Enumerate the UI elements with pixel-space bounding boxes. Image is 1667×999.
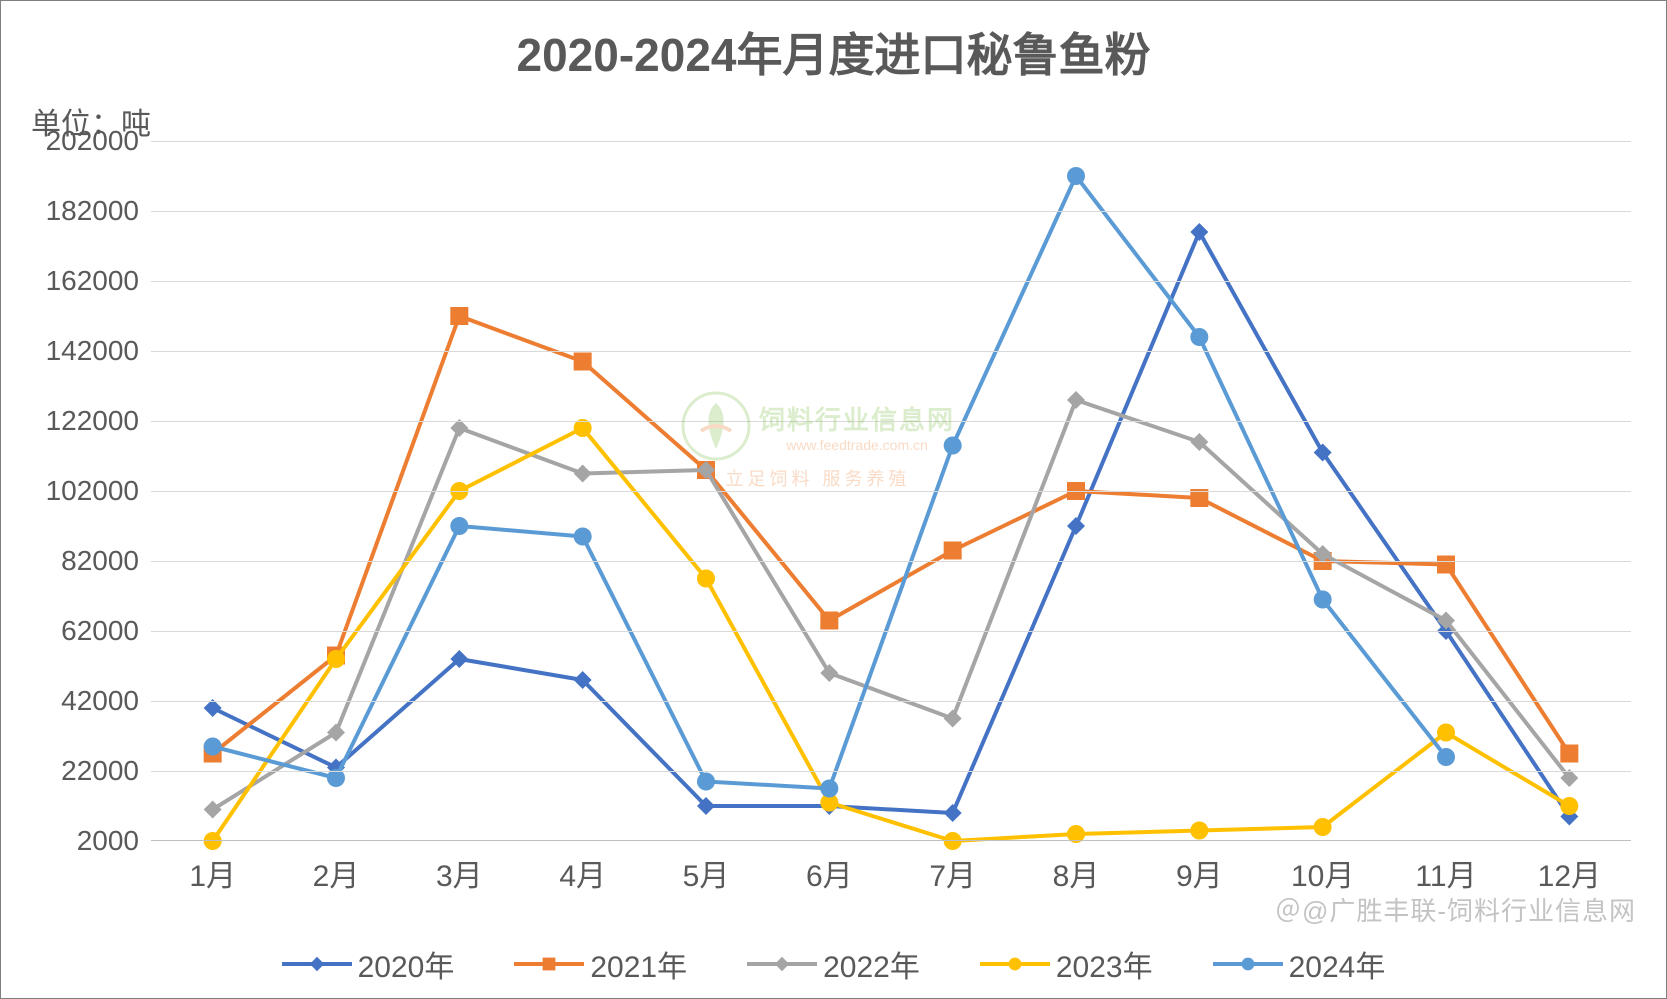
x-tick-label: 2月 <box>313 841 360 895</box>
y-tick-label: 62000 <box>61 615 151 647</box>
gridline <box>151 631 1631 632</box>
y-tick-label: 42000 <box>61 685 151 717</box>
series-marker <box>1190 822 1208 840</box>
series-marker <box>1437 724 1455 742</box>
x-tick-label: 1月 <box>189 841 236 895</box>
y-tick-label: 2000 <box>77 825 151 857</box>
series-marker <box>1560 745 1578 763</box>
legend-label: 2023年 <box>1056 942 1153 986</box>
series-marker <box>574 465 592 483</box>
x-tick-label: 3月 <box>436 841 483 895</box>
x-tick-label: 11月 <box>1415 841 1476 895</box>
legend-item: 2020年 <box>282 942 455 986</box>
legend-marker-icon <box>1007 956 1023 972</box>
y-tick-label: 202000 <box>46 125 151 157</box>
x-tick-label: 6月 <box>806 841 853 895</box>
gridline <box>151 771 1631 772</box>
gridline <box>151 491 1631 492</box>
series-marker <box>450 307 468 325</box>
series-marker <box>1190 328 1208 346</box>
legend-item: 2024年 <box>1213 942 1386 986</box>
x-tick-label: 10月 <box>1291 841 1354 895</box>
series-marker <box>944 804 962 822</box>
legend-swatch <box>282 962 352 966</box>
y-tick-label: 102000 <box>46 475 151 507</box>
legend-marker-icon <box>1240 956 1256 972</box>
series-marker <box>1314 591 1332 609</box>
series-marker <box>204 738 222 756</box>
y-tick-label: 122000 <box>46 405 151 437</box>
y-tick-label: 182000 <box>46 195 151 227</box>
legend-marker-icon <box>541 956 557 972</box>
legend-item: 2023年 <box>980 942 1153 986</box>
series-marker <box>820 664 838 682</box>
gridline <box>151 281 1631 282</box>
series-marker <box>327 724 345 742</box>
legend-label: 2021年 <box>590 942 687 986</box>
plot-area: 2000220004200062000820001020001220001420… <box>151 141 1631 841</box>
gridline <box>151 141 1631 142</box>
series-marker <box>204 801 222 819</box>
legend: 2020年 2021年 2022年 2023年 2024年 <box>1 942 1666 986</box>
legend-item: 2022年 <box>747 942 920 986</box>
series-line <box>213 428 1570 841</box>
legend-item: 2021年 <box>514 942 687 986</box>
series-marker <box>944 437 962 455</box>
series-marker <box>450 517 468 535</box>
series-marker <box>1314 818 1332 836</box>
gridline <box>151 351 1631 352</box>
series-marker <box>697 570 715 588</box>
series-line <box>213 232 1570 817</box>
y-tick-label: 82000 <box>61 545 151 577</box>
series-marker <box>1067 167 1085 185</box>
y-tick-label: 162000 <box>46 265 151 297</box>
series-marker <box>944 542 962 560</box>
series-marker <box>1067 517 1085 535</box>
x-tick-label: 5月 <box>683 841 730 895</box>
y-tick-label: 22000 <box>61 755 151 787</box>
series-marker <box>1190 223 1208 241</box>
series-marker <box>574 353 592 371</box>
series-marker <box>1067 391 1085 409</box>
legend-label: 2024年 <box>1289 942 1386 986</box>
legend-marker-icon <box>309 956 325 972</box>
legend-swatch <box>980 962 1050 966</box>
gridline <box>151 561 1631 562</box>
series-marker <box>327 650 345 668</box>
watermark-footer: ＠@广胜丰联-饲料行业信息网 <box>1275 891 1636 928</box>
legend-swatch <box>1213 962 1283 966</box>
chart-title: 2020-2024年月度进口秘鲁鱼粉 <box>1 19 1666 85</box>
series-marker <box>697 773 715 791</box>
chart-container: 2020-2024年月度进口秘鲁鱼粉 单位：吨 2000220004200062… <box>0 0 1667 999</box>
series-marker <box>944 710 962 728</box>
legend-label: 2022年 <box>823 942 920 986</box>
series-marker <box>1437 556 1455 574</box>
x-tick-label: 7月 <box>929 841 976 895</box>
gridline <box>151 211 1631 212</box>
series-marker <box>574 528 592 546</box>
series-marker <box>1437 748 1455 766</box>
x-tick-label: 4月 <box>559 841 606 895</box>
x-tick-label: 9月 <box>1176 841 1223 895</box>
series-marker <box>820 612 838 630</box>
gridline <box>151 701 1631 702</box>
legend-swatch <box>514 962 584 966</box>
x-axis-line <box>151 840 1631 841</box>
gridline <box>151 421 1631 422</box>
series-line <box>213 400 1570 810</box>
legend-marker-icon <box>774 956 790 972</box>
x-tick-label: 12月 <box>1538 841 1601 895</box>
series-marker <box>1560 797 1578 815</box>
legend-label: 2020年 <box>358 942 455 986</box>
x-tick-label: 8月 <box>1053 841 1100 895</box>
legend-swatch <box>747 962 817 966</box>
y-tick-label: 142000 <box>46 335 151 367</box>
series-marker <box>820 780 838 798</box>
